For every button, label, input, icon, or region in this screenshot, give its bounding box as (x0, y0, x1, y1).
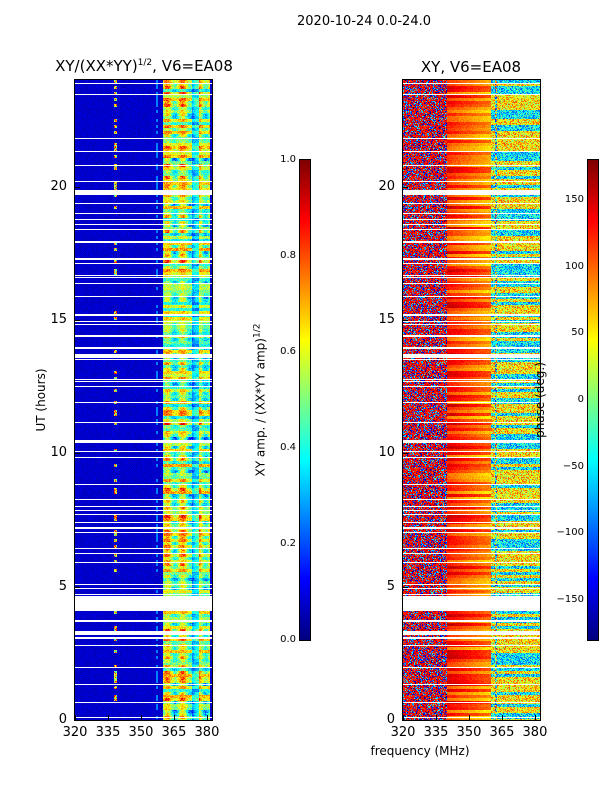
colorbar-tick-label: 0.2 (280, 538, 296, 549)
y-tick-mark (403, 186, 408, 188)
y-tick-mark (75, 186, 80, 188)
colorbar-tick-label: −150 (556, 594, 584, 605)
phase-colorbar (588, 160, 598, 640)
y-tick-label: 0 (58, 712, 67, 727)
colorbar-tick-label: 0.8 (280, 250, 296, 261)
figure-suptitle: 2020-10-24 0.0-24.0 (297, 14, 431, 29)
colorbar-tick-label: −100 (556, 527, 584, 539)
x-tick-mark (173, 715, 175, 720)
x-tick-label: 320 (62, 725, 88, 740)
colorbar-tick-label: 0.6 (280, 346, 296, 357)
x-tick-mark (435, 715, 437, 720)
colorbar-tick-label: 150 (564, 194, 584, 205)
x-tick-mark (534, 715, 536, 720)
colorbar-tick-label: 1.0 (280, 154, 296, 165)
phase-heatmap (403, 80, 540, 720)
y-tick-mark (75, 320, 80, 321)
x-tick-label: 365 (161, 725, 187, 740)
amp-title-main: XY/(XX*YY) (55, 57, 138, 75)
x-tick-label: 350 (456, 725, 482, 740)
amp-colorbar-label: XY amp. / (XX*YY amp)1/2 (253, 324, 268, 477)
phase-plot-title: XY, V6=EA08 (420, 58, 522, 76)
x-tick-mark (468, 715, 470, 720)
amp-plot-title: XY/(XX*YY)1/2, V6=EA08 (55, 57, 233, 75)
colorbar-tick-label: 100 (564, 260, 584, 272)
amp-title-sup: 1/2 (137, 58, 153, 68)
phase-colorbar-label: phase (deg.) (533, 362, 547, 438)
y-tick-label: 20 (378, 178, 395, 194)
x-axis-label: frequency (MHz) (370, 744, 470, 758)
amp-title-tail: , V6=EA08 (152, 57, 233, 75)
y-tick-label: 0 (386, 712, 395, 727)
y-tick-label: 20 (50, 178, 67, 194)
colorbar-tick-label: 0.0 (280, 634, 296, 645)
y-tick-mark (403, 586, 408, 588)
y-tick-mark (403, 720, 408, 721)
y-tick-mark (75, 720, 80, 721)
y-tick-mark (75, 453, 80, 455)
amp-heatmap (75, 80, 212, 720)
x-tick-label: 380 (194, 725, 220, 740)
x-tick-mark (140, 715, 142, 720)
y-tick-mark (75, 586, 80, 588)
x-tick-mark (206, 715, 208, 720)
x-tick-mark (403, 715, 404, 720)
amp-colorbar-label-main: XY amp. / (XX*YY amp) (253, 338, 268, 477)
x-tick-label: 380 (522, 725, 548, 740)
y-tick-mark (403, 453, 408, 455)
amp-colorbar (300, 160, 310, 640)
colorbar-tick-label: 50 (571, 327, 584, 339)
x-tick-label: 365 (489, 725, 515, 740)
y-tick-label: 15 (50, 312, 67, 327)
y-tick-label: 10 (50, 445, 67, 461)
y-axis-label: UT (hours) (34, 368, 48, 432)
y-tick-label: 5 (58, 578, 67, 594)
amp-colorbar-label-sup: 1/2 (252, 323, 263, 339)
x-tick-label: 335 (95, 725, 121, 740)
x-tick-mark (75, 715, 76, 720)
colorbar-tick-label: −50 (562, 460, 584, 472)
y-tick-mark (403, 320, 408, 321)
x-tick-label: 350 (128, 725, 154, 740)
y-tick-label: 10 (378, 445, 395, 461)
colorbar-tick-label: 0.4 (280, 442, 296, 453)
y-tick-label: 15 (378, 312, 395, 327)
x-tick-mark (107, 715, 109, 720)
colorbar-tick-label: 0 (577, 394, 584, 405)
x-tick-label: 335 (423, 725, 449, 740)
x-tick-label: 320 (390, 725, 416, 740)
x-tick-mark (501, 715, 503, 720)
y-tick-label: 5 (386, 578, 395, 594)
